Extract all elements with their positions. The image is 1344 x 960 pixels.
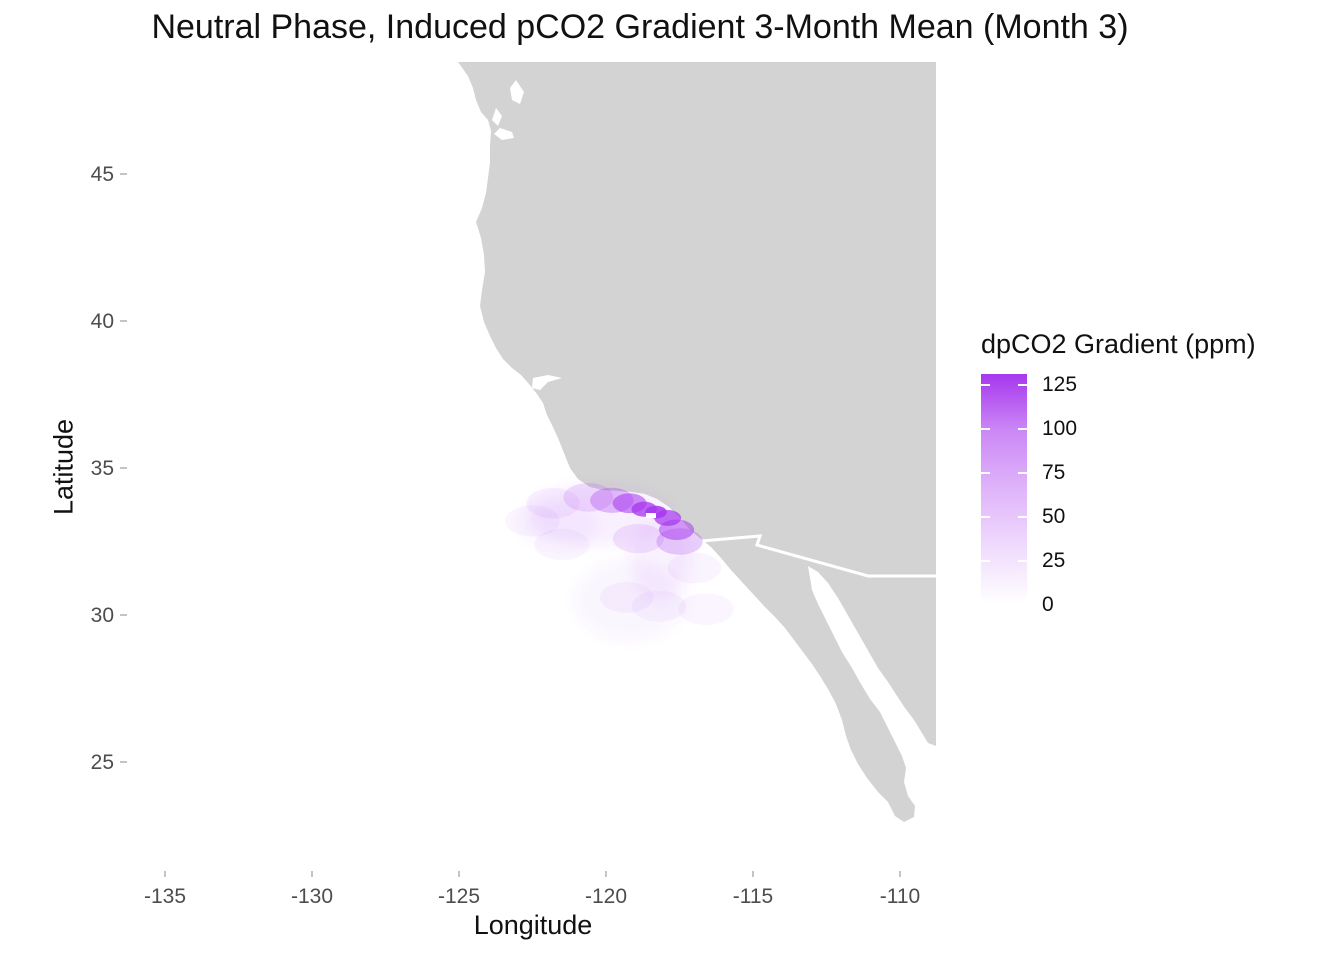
legend-label: 25 [1042, 549, 1066, 572]
x-tick-label: -125 [438, 885, 480, 908]
legend-label: 0 [1042, 593, 1054, 616]
legend-label: 75 [1042, 461, 1066, 484]
legend-label: 100 [1042, 417, 1078, 440]
us-mexico-border [689, 534, 936, 578]
y-tick-label: 35 [91, 457, 114, 480]
chart-title: Neutral Phase, Induced pCO2 Gradient 3-M… [151, 8, 1129, 46]
y-axis-title: Latitude [48, 418, 79, 516]
x-tick-label: -110 [880, 885, 920, 908]
land-mass [458, 62, 936, 822]
heatmap-cell [599, 581, 654, 613]
heatmap-cell [631, 590, 687, 622]
y-tick-label: 30 [91, 604, 114, 627]
legend-tick [981, 472, 1027, 474]
x-tick-label: -130 [291, 885, 333, 908]
heatmap-cell [505, 505, 560, 537]
legend-label: 50 [1042, 505, 1066, 528]
x-tick-label: -120 [585, 885, 627, 908]
legend-tick [981, 428, 1027, 430]
heatmap-cell [656, 528, 703, 555]
heatmap-cell [563, 483, 614, 512]
heatmap-cell [612, 523, 664, 554]
heatmap-cell [658, 519, 695, 540]
legend-title: dpCO2 Gradient (ppm) [981, 329, 1256, 359]
heatmap-cells [505, 483, 734, 625]
heatmap-cell [526, 488, 580, 519]
heatmap-cell [590, 487, 634, 513]
x-axis-ticks: -135 -130 -125 -120 -115 -110 [144, 871, 920, 908]
san-francisco-bay [532, 375, 562, 390]
island-gap [646, 513, 656, 518]
y-tick-label: 40 [91, 310, 114, 333]
x-tick-label: -115 [733, 885, 773, 908]
legend: dpCO2 Gradient (ppm) 125 100 75 50 25 0 [981, 329, 1256, 616]
x-tick-label: -135 [144, 885, 186, 908]
heatmap-cell [667, 552, 722, 584]
y-axis-ticks: 45 40 35 30 25 [91, 163, 127, 774]
x-axis-title: Longitude [473, 910, 593, 940]
y-tick-label: 25 [91, 751, 114, 774]
legend-tick [981, 604, 1027, 606]
legend-colorbar [981, 374, 1027, 606]
legend-tick [981, 560, 1027, 562]
y-tick-label: 45 [91, 163, 114, 186]
heatmap-cell [678, 593, 734, 625]
heatmap-cell [612, 493, 647, 514]
heatmap-cell [534, 528, 590, 561]
legend-tick [981, 516, 1027, 518]
puget-sound [492, 80, 524, 140]
legend-tick [981, 384, 1027, 386]
data-field [520, 485, 690, 640]
legend-label: 125 [1042, 373, 1078, 396]
